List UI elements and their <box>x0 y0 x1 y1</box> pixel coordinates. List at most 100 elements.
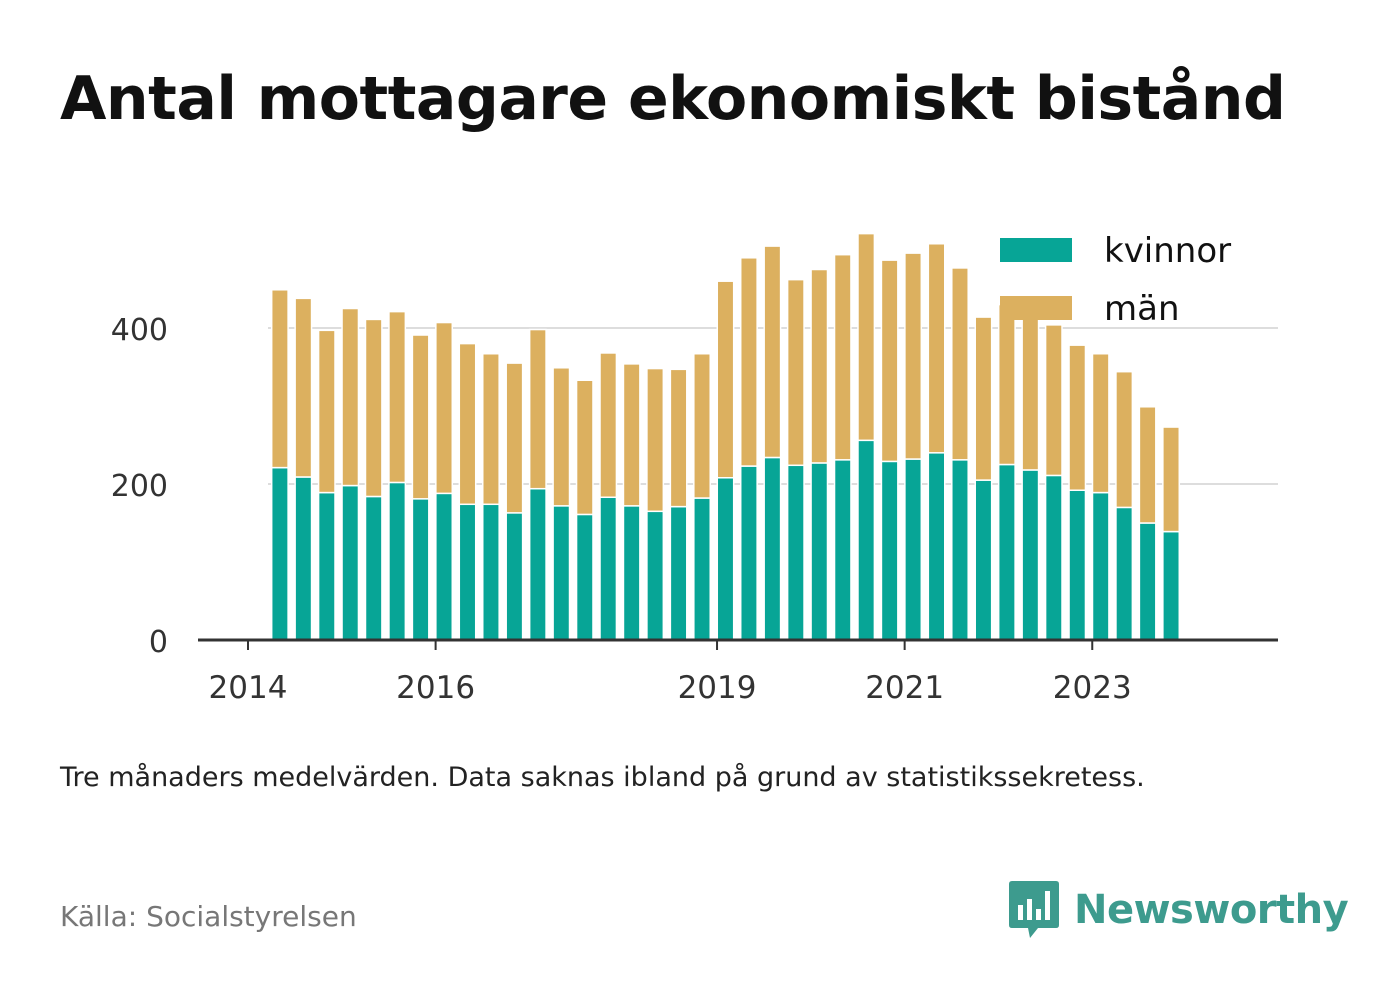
bar-man <box>341 307 360 487</box>
bar-man <box>763 245 782 459</box>
bar-man <box>997 303 1016 466</box>
bar-kvinnor <box>951 459 969 641</box>
x-tick-label: 2016 <box>396 670 475 706</box>
bar-man <box>599 352 618 499</box>
y-tick-label: 0 <box>149 625 168 660</box>
bar-kvinnor <box>294 476 313 641</box>
bar-man <box>974 316 993 481</box>
bar-kvinnor <box>1068 489 1087 641</box>
bar-kvinnor <box>927 452 946 641</box>
bar-kvinnor <box>364 495 383 641</box>
bar-man <box>739 257 758 467</box>
legend-swatch-kvinnor <box>1000 238 1072 262</box>
bar-man <box>1021 303 1040 471</box>
bar-man <box>482 352 500 506</box>
bar-man <box>810 268 829 464</box>
bar-man <box>927 243 946 454</box>
axes: 0 200 400 2014 2016 2019 2021 2023 <box>111 313 1278 706</box>
bar-kvinnor <box>880 460 899 641</box>
bar-kvinnor <box>1044 474 1063 641</box>
legend: kvinnor män <box>1000 231 1231 329</box>
bar-man <box>552 367 571 507</box>
brand-logo[interactable]: Newsworthy <box>1008 878 1349 942</box>
bar-man <box>904 252 923 460</box>
legend-label-kvinnor: kvinnor <box>1104 231 1231 271</box>
bars <box>270 232 1181 641</box>
bar-man <box>294 297 313 478</box>
bar-man <box>1115 370 1134 509</box>
bar-man <box>1138 406 1157 524</box>
bar-man <box>270 289 289 469</box>
bar-man <box>1162 426 1181 533</box>
bar-man <box>786 278 805 467</box>
bar-kvinnor <box>458 503 477 641</box>
bar-man <box>458 342 477 506</box>
bar-kvinnor <box>833 459 852 641</box>
legend-label-man: män <box>1104 289 1180 329</box>
brand-name: Newsworthy <box>1074 887 1349 933</box>
bar-kvinnor <box>739 465 758 641</box>
bar-man <box>388 310 407 484</box>
bar-kvinnor <box>317 491 336 641</box>
bar-kvinnor <box>1138 522 1157 641</box>
bar-man <box>833 253 852 461</box>
bar-kvinnor <box>646 510 665 641</box>
newsworthy-logo-icon <box>1009 881 1059 938</box>
bar-man <box>411 334 430 500</box>
bar-kvinnor <box>716 477 735 641</box>
source-credit: Källa: Socialstyrelsen <box>60 900 357 933</box>
bar-man <box>951 267 969 461</box>
x-tick-label: 2019 <box>678 670 757 706</box>
bar-kvinnor <box>693 497 711 641</box>
bar-kvinnor <box>270 466 289 641</box>
bar-man <box>622 363 641 507</box>
bar-kvinnor <box>763 456 782 641</box>
bar-man <box>1068 344 1087 491</box>
bar-man <box>528 328 547 490</box>
bar-kvinnor <box>575 513 594 641</box>
bar-kvinnor <box>810 462 829 641</box>
bar-kvinnor <box>482 503 500 641</box>
chart-title: Antal mottagare ekonomiskt bistånd <box>60 64 1286 134</box>
chart-note: Tre månaders medelvärden. Data saknas ib… <box>60 762 1145 793</box>
bar-kvinnor <box>341 484 360 641</box>
bar-kvinnor <box>904 458 923 641</box>
bar-kvinnor <box>974 479 993 641</box>
bar-kvinnor <box>435 492 454 641</box>
bar-man <box>880 259 899 463</box>
bar-man <box>505 362 524 514</box>
y-tick-label: 200 <box>111 469 168 504</box>
bar-kvinnor <box>1162 530 1181 641</box>
bar-man <box>364 318 383 498</box>
bar-kvinnor <box>1115 506 1134 641</box>
bar-kvinnor <box>669 505 688 641</box>
bar-kvinnor <box>528 487 547 641</box>
bar-kvinnor <box>786 464 805 641</box>
legend-swatch-man <box>1000 296 1072 320</box>
bar-kvinnor <box>552 505 571 641</box>
bar-kvinnor <box>1091 491 1110 641</box>
bar-man <box>1091 352 1110 494</box>
bar-kvinnor <box>599 496 618 641</box>
bar-kvinnor <box>411 498 430 641</box>
x-tick-label: 2014 <box>209 670 288 706</box>
bar-kvinnor <box>857 439 876 641</box>
bar-kvinnor <box>1021 469 1040 641</box>
bar-kvinnor <box>388 481 407 641</box>
bar-man <box>646 367 665 513</box>
bar-man <box>857 232 876 442</box>
bar-man <box>693 352 711 499</box>
y-tick-label: 400 <box>111 313 168 348</box>
bar-man <box>669 368 688 508</box>
bar-man <box>575 379 594 516</box>
bar-kvinnor <box>622 505 641 641</box>
bar-man <box>716 280 735 479</box>
bar-chart: 0 200 400 2014 2016 2019 2021 2023 kvinnor män <box>111 231 1278 706</box>
bar-man <box>1044 324 1063 477</box>
bar-kvinnor <box>505 512 524 641</box>
bar-kvinnor <box>997 463 1016 641</box>
x-tick-label: 2021 <box>865 670 944 706</box>
x-tick-label: 2023 <box>1053 670 1132 706</box>
bar-man <box>435 321 454 495</box>
bar-man <box>317 329 336 494</box>
